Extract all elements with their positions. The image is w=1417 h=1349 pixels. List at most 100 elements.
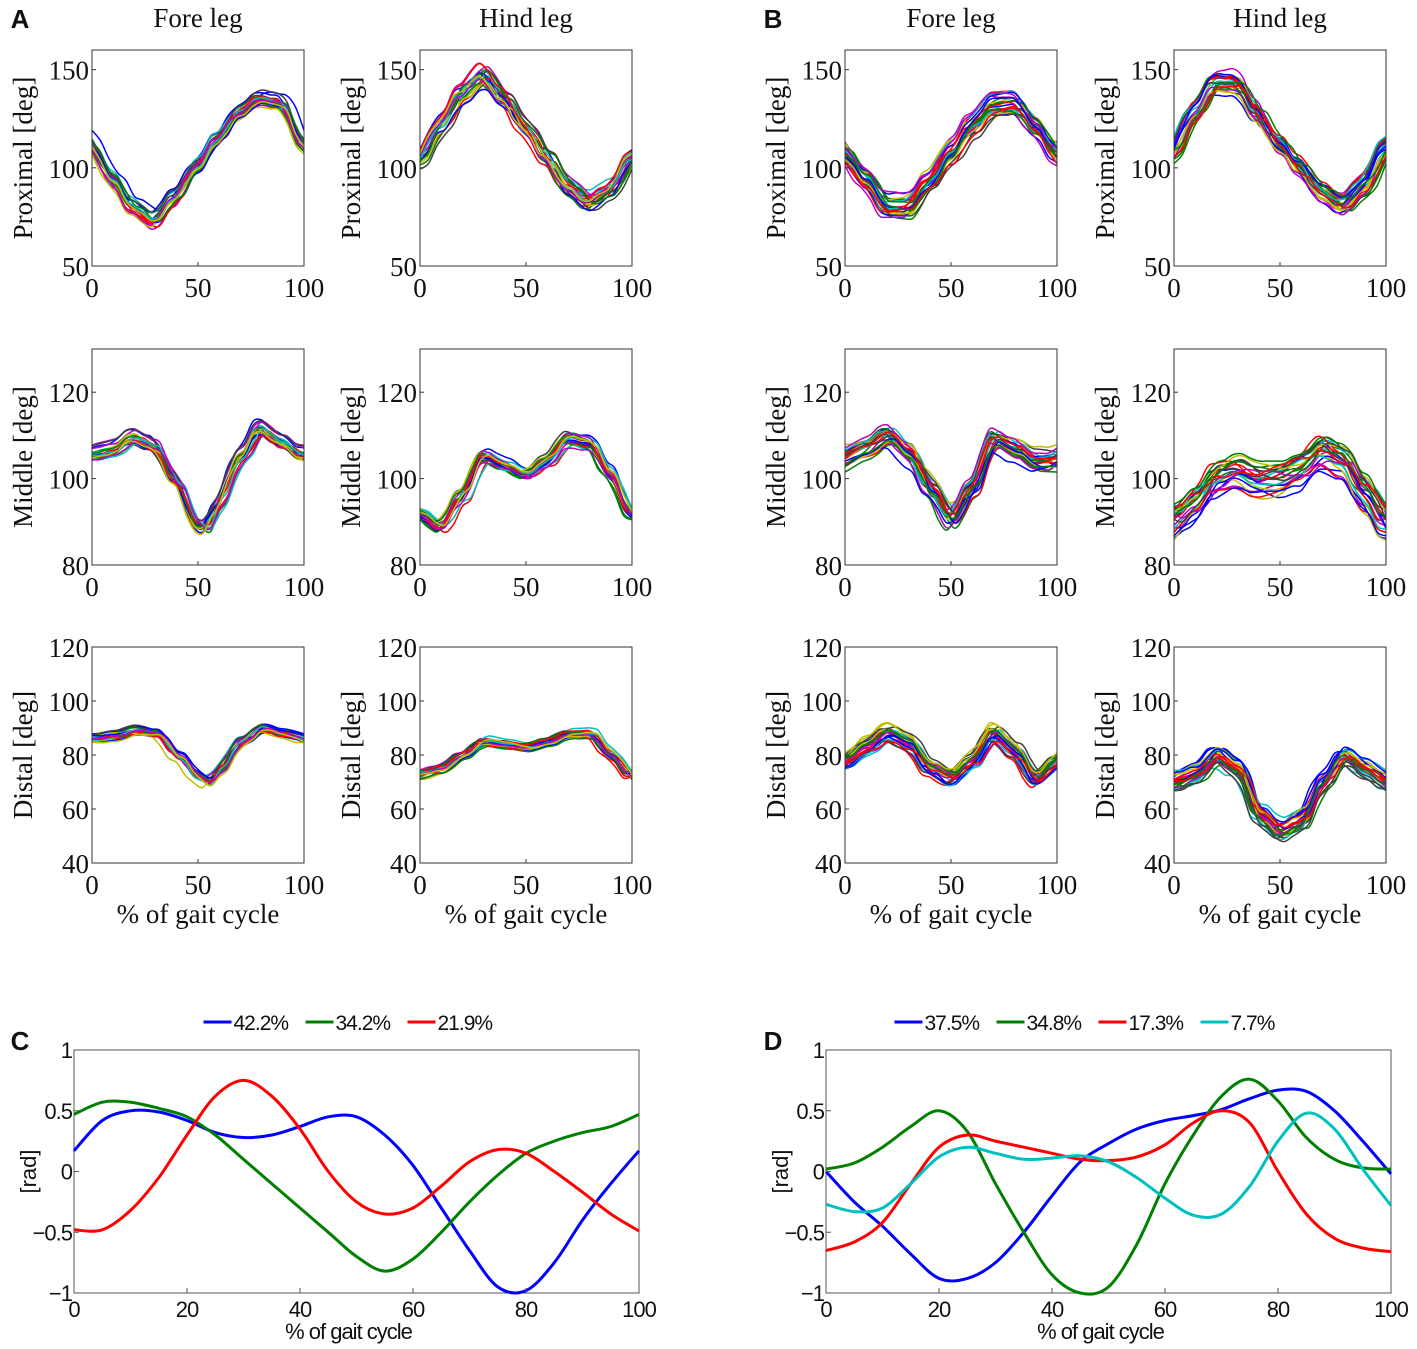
y-tick-label: 50	[815, 252, 842, 282]
trial-line	[845, 441, 1057, 524]
y-axis-label: Distal [deg]	[8, 691, 38, 819]
y-tick-label: 120	[49, 633, 90, 663]
panel-label-a: A	[11, 4, 30, 34]
y-tick-label: 150	[49, 56, 90, 86]
x-axis-label: % of gait cycle	[117, 899, 280, 929]
trial-line	[1174, 757, 1386, 836]
y-tick-label: 80	[390, 551, 417, 581]
x-tick-label: 50	[513, 870, 540, 900]
trial-line	[845, 729, 1057, 777]
x-tick-label: 50	[513, 572, 540, 602]
trial-line	[420, 435, 632, 527]
x-tick-label: 100	[284, 273, 325, 303]
x-tick-label: 100	[1037, 870, 1078, 900]
trial-line	[1174, 87, 1386, 212]
y-tick-label: 0.5	[796, 1099, 824, 1124]
x-tick-label: 0	[838, 273, 852, 303]
y-tick-label: 80	[62, 741, 89, 771]
trial-line	[1174, 460, 1386, 519]
y-tick-label: 100	[377, 687, 418, 717]
trial-line	[1174, 749, 1386, 818]
x-tick-label: 50	[938, 870, 965, 900]
y-tick-label: 40	[390, 849, 417, 879]
subplot-C	[72, 1020, 641, 1295]
x-axis-label: % of gait cycle	[445, 899, 608, 929]
trial-line	[420, 77, 632, 199]
x-tick-label: 0	[838, 572, 852, 602]
x-tick-label: 0	[413, 273, 427, 303]
trial-line	[92, 89, 304, 213]
x-tick-label: 0	[820, 1297, 832, 1322]
axes-box	[825, 1049, 1392, 1294]
y-tick-label: 150	[377, 56, 418, 86]
x-tick-label: 60	[1154, 1297, 1177, 1322]
x-tick-label: 20	[928, 1297, 951, 1322]
trial-line	[92, 433, 304, 530]
x-tick-label: 0	[1167, 273, 1181, 303]
y-tick-label: 150	[1131, 56, 1172, 86]
trial-line	[92, 426, 304, 527]
series-line-21.9%	[73, 1078, 640, 1233]
trial-line	[420, 447, 632, 530]
trial-line	[845, 726, 1057, 774]
y-axis-label: Distal [deg]	[336, 691, 366, 819]
y-tick-label: 120	[377, 633, 418, 663]
x-tick-label: 100	[284, 572, 325, 602]
y-tick-label: 100	[377, 154, 418, 184]
y-tick-label: 100	[1131, 465, 1172, 495]
x-tick-label: 40	[1041, 1297, 1064, 1322]
trial-line	[1174, 746, 1386, 823]
trial-line	[420, 69, 632, 191]
y-tick-label: 100	[1131, 154, 1172, 184]
trial-line	[92, 101, 304, 222]
y-tick-label: 100	[802, 687, 843, 717]
x-tick-label: 100	[1366, 273, 1407, 303]
y-tick-label: 0	[813, 1160, 825, 1185]
subplot-D	[824, 1020, 1393, 1296]
trial-line	[845, 107, 1057, 213]
trial-line	[92, 430, 304, 536]
y-tick-label: 120	[1131, 378, 1172, 408]
x-tick-label: 0	[413, 572, 427, 602]
trial-line	[1174, 755, 1386, 829]
subplot-B-hind-middle	[1173, 348, 1387, 566]
trial-line	[845, 740, 1057, 785]
y-tick-label: −1	[49, 1281, 73, 1306]
subplot-A-fore-proximal	[91, 49, 305, 267]
x-tick-label: 0	[85, 572, 99, 602]
trial-line	[1174, 85, 1386, 209]
y-tick-label: 80	[1144, 551, 1171, 581]
y-tick-label: 80	[815, 741, 842, 771]
y-tick-label: 1	[61, 1038, 73, 1063]
x-tick-label: 50	[1267, 572, 1294, 602]
x-tick-label: 50	[1267, 870, 1294, 900]
trial-line	[92, 729, 304, 787]
y-tick-label: 100	[49, 465, 90, 495]
y-tick-label: 40	[62, 849, 89, 879]
y-tick-label: 80	[815, 551, 842, 581]
y-tick-label: 50	[1144, 252, 1171, 282]
trial-line	[420, 62, 632, 200]
legend-label: 34.2%	[336, 1012, 391, 1035]
series-line-34.8%	[825, 1077, 1392, 1296]
x-tick-label: 50	[938, 572, 965, 602]
trial-line	[845, 722, 1057, 774]
subplot-A-fore-middle	[91, 348, 305, 566]
trial-line	[420, 735, 632, 780]
y-tick-label: −1	[801, 1281, 825, 1306]
y-tick-label: 80	[390, 741, 417, 771]
trial-line	[420, 734, 632, 778]
y-tick-label: 50	[390, 252, 417, 282]
x-tick-label: 100	[612, 870, 653, 900]
trial-line	[1174, 761, 1386, 843]
y-tick-label: 60	[1144, 795, 1171, 825]
trial-line	[420, 731, 632, 774]
axes-box	[91, 646, 305, 864]
x-tick-label: 40	[289, 1297, 312, 1322]
y-tick-label: 100	[802, 154, 843, 184]
y-tick-label: 60	[390, 795, 417, 825]
x-tick-label: 0	[1167, 572, 1181, 602]
panel-label-c: C	[11, 1026, 30, 1056]
x-axis-label: % of gait cycle	[1037, 1319, 1165, 1344]
trial-line	[420, 75, 632, 203]
